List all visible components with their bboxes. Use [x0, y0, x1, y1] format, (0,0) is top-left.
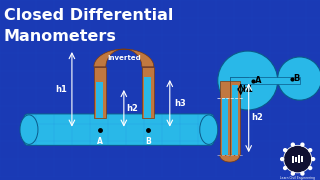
Text: h1: h1	[55, 85, 67, 94]
Bar	[230, 80, 240, 155]
Circle shape	[280, 157, 284, 161]
Ellipse shape	[20, 115, 38, 144]
Polygon shape	[229, 155, 231, 156]
Circle shape	[311, 157, 315, 161]
Bar	[298, 155, 300, 163]
Circle shape	[278, 57, 320, 100]
Circle shape	[218, 51, 278, 110]
Text: Closed Differential: Closed Differential	[4, 8, 173, 23]
FancyBboxPatch shape	[24, 114, 214, 145]
Text: Inverted: Inverted	[107, 55, 141, 61]
Bar	[292, 156, 294, 163]
Polygon shape	[220, 155, 240, 162]
Bar	[142, 67, 154, 118]
Circle shape	[300, 142, 305, 147]
Circle shape	[291, 171, 295, 176]
Bar	[230, 77, 248, 84]
Bar	[232, 86, 238, 155]
Circle shape	[308, 148, 312, 152]
Polygon shape	[94, 49, 154, 67]
Bar	[222, 98, 228, 155]
Text: h3: h3	[174, 99, 186, 108]
Text: h2: h2	[252, 113, 264, 122]
Ellipse shape	[200, 115, 218, 144]
Text: Learn Civil Engineering: Learn Civil Engineering	[280, 176, 315, 180]
Text: A: A	[97, 136, 103, 145]
Text: B: B	[145, 136, 151, 145]
Bar	[96, 82, 103, 118]
Text: Manometers: Manometers	[4, 30, 117, 44]
Bar	[94, 67, 106, 118]
Text: h1: h1	[243, 85, 253, 94]
Bar	[220, 80, 230, 155]
Text: A: A	[255, 76, 261, 85]
Text: h2: h2	[126, 104, 138, 113]
Circle shape	[284, 145, 312, 173]
Bar	[230, 77, 300, 84]
Circle shape	[283, 166, 287, 170]
Circle shape	[308, 166, 312, 170]
Text: B: B	[294, 74, 300, 83]
Bar	[301, 156, 303, 162]
Circle shape	[291, 142, 295, 147]
Circle shape	[300, 171, 305, 176]
Circle shape	[283, 148, 287, 152]
Bar	[144, 77, 151, 118]
Bar	[295, 157, 297, 161]
